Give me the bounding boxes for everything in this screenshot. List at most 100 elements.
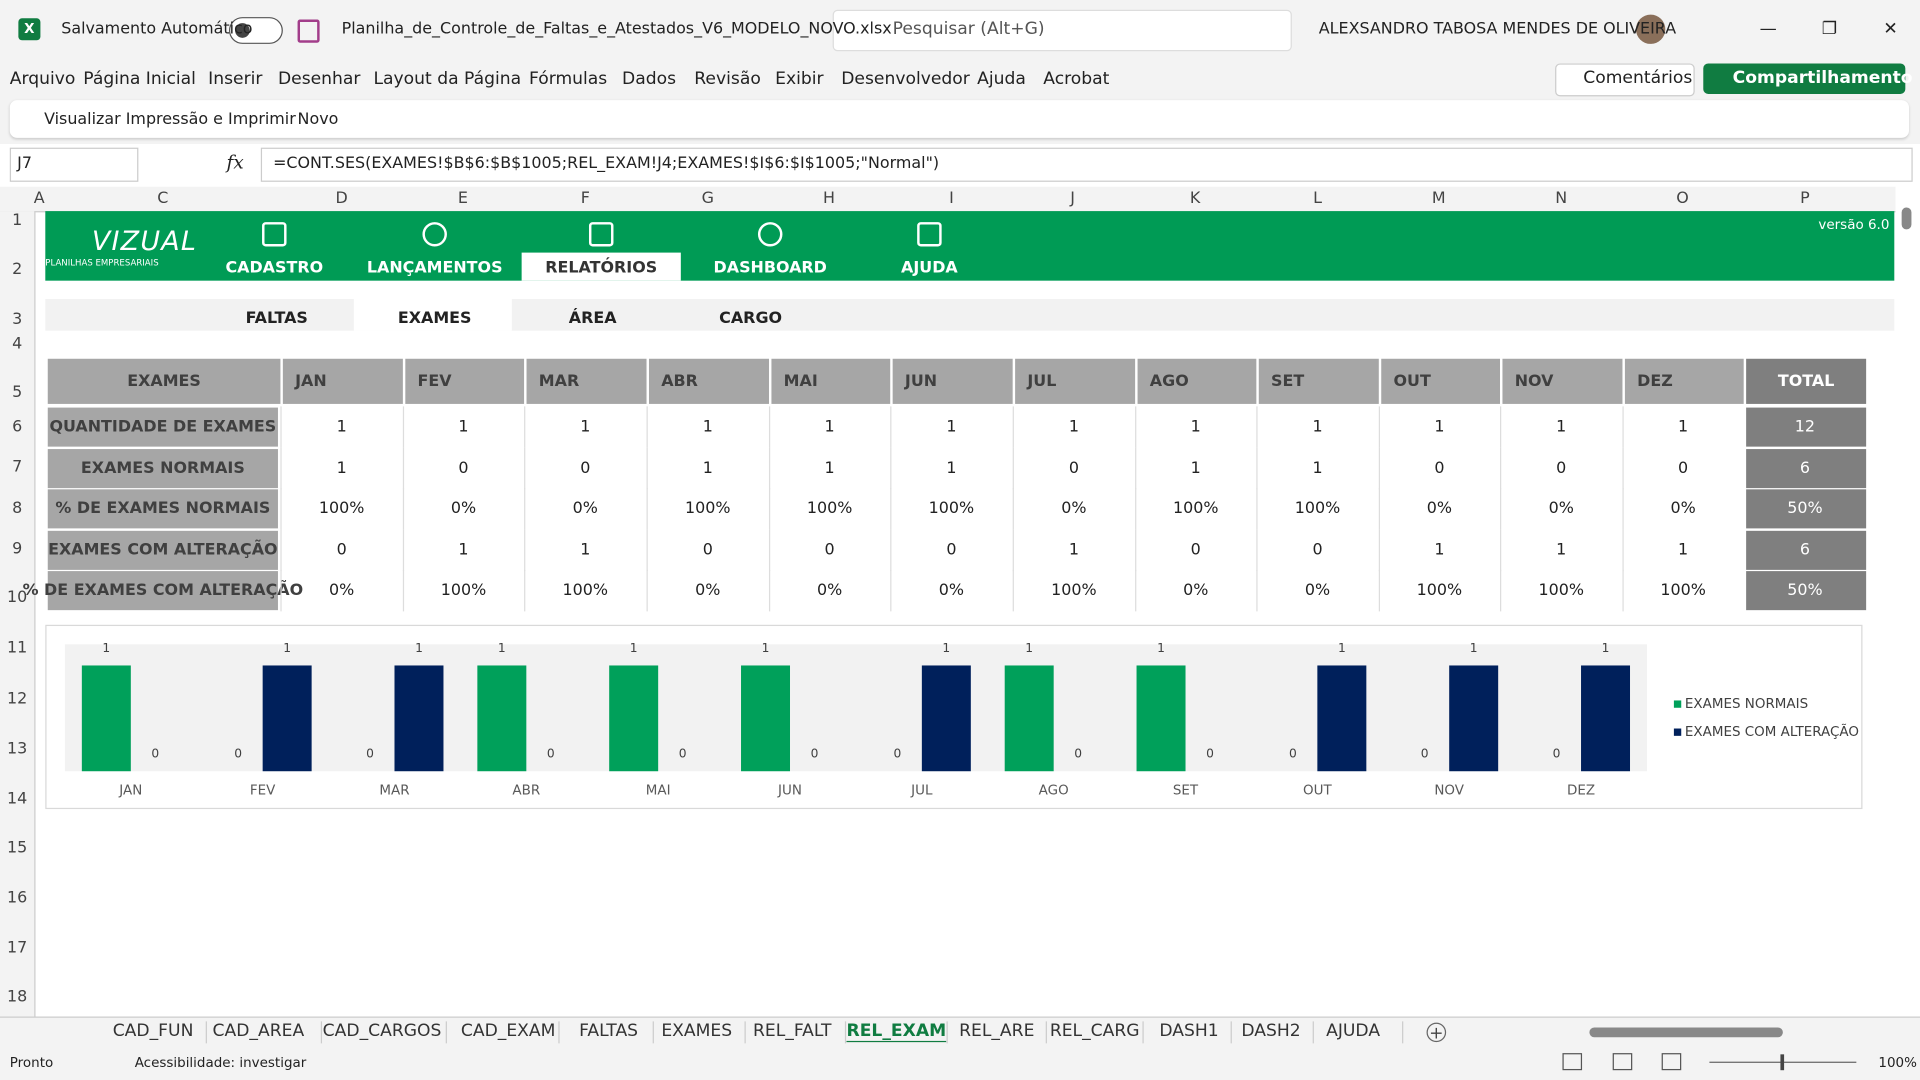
row-header[interactable]: 1 [12, 213, 22, 229]
subnav-tab[interactable]: FALTAS [246, 311, 308, 327]
view-button[interactable] [1662, 1053, 1682, 1070]
sheet-tab[interactable]: AJUDA [1326, 1023, 1380, 1040]
row-header[interactable]: 14 [7, 791, 27, 807]
column-header[interactable]: L [1313, 191, 1322, 207]
menu-item[interactable]: Dados [622, 71, 676, 88]
cell-border [1379, 488, 1380, 529]
column-header[interactable]: E [458, 191, 468, 207]
row-header[interactable]: 9 [12, 541, 22, 557]
column-header[interactable]: A [34, 191, 45, 207]
h-scrollbar[interactable] [1589, 1027, 1782, 1037]
view-button[interactable] [1562, 1053, 1582, 1070]
toolbar-item[interactable]: Novo [298, 112, 339, 128]
row-header[interactable]: 3 [12, 312, 22, 328]
table-cell: 1 [946, 419, 956, 435]
nav-tab[interactable]: RELATÓRIOS [545, 261, 657, 277]
row-header[interactable]: 11 [7, 640, 27, 656]
column-header[interactable]: H [823, 191, 835, 207]
comments-label[interactable]: Comentários [1583, 70, 1692, 87]
column-header[interactable]: G [702, 191, 714, 207]
share-label[interactable]: Compartilhamento [1733, 70, 1913, 87]
subnav-tab[interactable]: CARGO [719, 311, 782, 327]
subnav-tab[interactable]: EXAMES [398, 311, 472, 327]
row-header[interactable]: 2 [12, 262, 22, 278]
row-header[interactable]: 18 [7, 989, 27, 1005]
sheet-tab[interactable]: REL_CARG [1050, 1023, 1140, 1040]
column-header[interactable]: I [949, 191, 954, 207]
search-placeholder[interactable]: Pesquisar (Alt+G) [893, 21, 1045, 38]
column-header[interactable]: D [336, 191, 348, 207]
cell-border [769, 530, 770, 571]
sheet-tab[interactable]: DASH2 [1241, 1023, 1300, 1040]
save-icon[interactable] [298, 20, 320, 43]
zoom-slider[interactable] [1709, 1062, 1856, 1063]
subnav-tab[interactable]: ÁREA [569, 311, 617, 327]
nav-tab[interactable]: CADASTRO [225, 261, 323, 277]
column-header[interactable]: C [157, 191, 168, 207]
row-header[interactable]: 12 [7, 691, 27, 707]
column-header[interactable]: J [1070, 191, 1075, 207]
sheet-tab[interactable]: REL_ARE [959, 1023, 1034, 1040]
menu-item[interactable]: Acrobat [1043, 71, 1109, 88]
window-control[interactable]: ❐ [1817, 17, 1841, 41]
view-button[interactable] [1613, 1053, 1633, 1070]
row-header[interactable]: 15 [7, 840, 27, 856]
data-label: 1 [1338, 641, 1346, 655]
window-control[interactable]: — [1756, 17, 1780, 41]
sheet-tab[interactable]: CAD_CARGOS [323, 1023, 442, 1040]
menu-item[interactable]: Página Inicial [83, 71, 196, 88]
nav-tab[interactable]: AJUDA [901, 261, 958, 277]
sheet-tab[interactable]: CAD_AREA [213, 1023, 305, 1040]
row-header[interactable]: 7 [12, 459, 22, 475]
status-accessibility[interactable]: Acessibilidade: investigar [135, 1056, 307, 1069]
column-header[interactable]: O [1676, 191, 1689, 207]
excel-icon: X [18, 18, 40, 40]
table-cell: 1 [1556, 542, 1566, 558]
zoom-level[interactable]: 100% [1878, 1056, 1917, 1069]
column-header[interactable]: F [581, 191, 590, 207]
table-cell: 100% [1660, 583, 1706, 599]
sheet-tab[interactable]: EXAMES [661, 1023, 732, 1040]
cell-border [1379, 448, 1380, 489]
cell-border [403, 448, 404, 489]
nav-tab[interactable]: LANÇAMENTOS [367, 261, 503, 277]
row-header[interactable]: 17 [7, 940, 27, 956]
row-header[interactable]: 4 [12, 336, 22, 352]
menu-item[interactable]: Layout da Página [373, 71, 521, 88]
status-ready: Pronto [10, 1056, 53, 1069]
v-scrollbar[interactable] [1902, 207, 1912, 229]
column-header[interactable]: K [1190, 191, 1200, 207]
cell-border [769, 448, 770, 489]
add-sheet[interactable]: + [1427, 1023, 1447, 1043]
sheet-tab[interactable]: CAD_EXAM [461, 1023, 556, 1040]
toolbar-item[interactable]: Visualizar Impressão e Imprimir [44, 112, 296, 128]
menu-item[interactable]: Desenhar [278, 71, 361, 88]
sheet-tab[interactable]: FALTAS [579, 1023, 638, 1040]
menu-item[interactable]: Inserir [208, 71, 262, 88]
sheet-tab[interactable]: CAD_FUN [113, 1023, 194, 1040]
menu-item[interactable]: Exibir [775, 71, 823, 88]
row-header[interactable]: 16 [7, 890, 27, 906]
menu-item[interactable]: Desenvolvedor [841, 71, 970, 88]
row-header[interactable]: 13 [7, 741, 27, 757]
row-header[interactable]: 5 [12, 385, 22, 401]
column-header[interactable]: P [1800, 191, 1810, 207]
menu-item[interactable]: Fórmulas [529, 71, 607, 88]
sheet-tab[interactable]: REL_EXAM [847, 1023, 947, 1040]
menu-item[interactable]: Ajuda [977, 71, 1026, 88]
menu-item[interactable]: Arquivo [10, 71, 76, 88]
sheet-tab[interactable]: DASH1 [1159, 1023, 1218, 1040]
row-header[interactable]: 6 [12, 419, 22, 435]
tab-separator [1230, 1021, 1231, 1043]
sheet-tab[interactable]: REL_FALT [753, 1023, 832, 1040]
row-header[interactable]: 8 [12, 501, 22, 517]
column-header[interactable]: M [1432, 191, 1446, 207]
cell-border [1500, 448, 1501, 489]
table-cell: 100% [1051, 583, 1097, 599]
row-label: QUANTIDADE DE EXAMES [49, 419, 276, 435]
nav-tab[interactable]: DASHBOARD [714, 261, 827, 277]
cell-border [1500, 406, 1501, 447]
menu-item[interactable]: Revisão [694, 71, 761, 88]
column-header[interactable]: N [1555, 191, 1567, 207]
window-control[interactable]: ✕ [1878, 17, 1902, 41]
